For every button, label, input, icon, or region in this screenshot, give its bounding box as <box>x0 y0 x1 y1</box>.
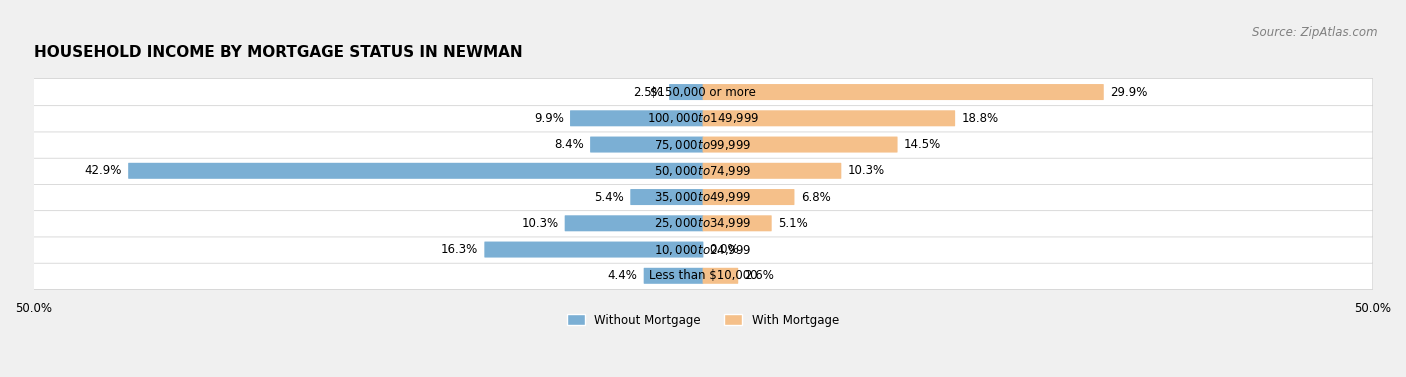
Text: HOUSEHOLD INCOME BY MORTGAGE STATUS IN NEWMAN: HOUSEHOLD INCOME BY MORTGAGE STATUS IN N… <box>34 45 522 60</box>
Text: 9.9%: 9.9% <box>534 112 564 125</box>
FancyBboxPatch shape <box>669 84 703 100</box>
Text: 16.3%: 16.3% <box>441 243 478 256</box>
FancyBboxPatch shape <box>34 183 1372 211</box>
FancyBboxPatch shape <box>34 210 1372 237</box>
Text: 8.4%: 8.4% <box>554 138 583 151</box>
Text: 0.0%: 0.0% <box>710 243 740 256</box>
Text: 2.5%: 2.5% <box>633 86 662 98</box>
Text: $50,000 to $74,999: $50,000 to $74,999 <box>654 164 752 178</box>
Text: $75,000 to $99,999: $75,000 to $99,999 <box>654 138 752 152</box>
Text: 18.8%: 18.8% <box>962 112 998 125</box>
Text: $150,000 or more: $150,000 or more <box>650 86 756 98</box>
FancyBboxPatch shape <box>644 268 703 284</box>
Text: 4.4%: 4.4% <box>607 269 637 282</box>
Text: 10.3%: 10.3% <box>522 217 558 230</box>
FancyBboxPatch shape <box>34 78 1372 106</box>
FancyBboxPatch shape <box>703 268 738 284</box>
Text: $35,000 to $49,999: $35,000 to $49,999 <box>654 190 752 204</box>
FancyBboxPatch shape <box>128 163 703 179</box>
FancyBboxPatch shape <box>703 215 772 231</box>
FancyBboxPatch shape <box>34 105 1372 132</box>
Text: 5.4%: 5.4% <box>595 190 624 204</box>
Text: 29.9%: 29.9% <box>1111 86 1147 98</box>
Text: 42.9%: 42.9% <box>84 164 122 177</box>
Legend: Without Mortgage, With Mortgage: Without Mortgage, With Mortgage <box>562 309 844 331</box>
Text: 6.8%: 6.8% <box>801 190 831 204</box>
FancyBboxPatch shape <box>34 131 1372 158</box>
Text: 2.6%: 2.6% <box>745 269 775 282</box>
FancyBboxPatch shape <box>703 110 955 126</box>
FancyBboxPatch shape <box>591 136 703 153</box>
FancyBboxPatch shape <box>565 215 703 231</box>
Text: 10.3%: 10.3% <box>848 164 884 177</box>
FancyBboxPatch shape <box>703 163 841 179</box>
Text: 5.1%: 5.1% <box>778 217 807 230</box>
Text: 14.5%: 14.5% <box>904 138 941 151</box>
FancyBboxPatch shape <box>630 189 703 205</box>
FancyBboxPatch shape <box>34 262 1372 290</box>
FancyBboxPatch shape <box>569 110 703 126</box>
Text: $100,000 to $149,999: $100,000 to $149,999 <box>647 111 759 125</box>
FancyBboxPatch shape <box>703 136 897 153</box>
FancyBboxPatch shape <box>34 236 1372 263</box>
FancyBboxPatch shape <box>484 242 703 257</box>
Text: Less than $10,000: Less than $10,000 <box>648 269 758 282</box>
Text: $25,000 to $34,999: $25,000 to $34,999 <box>654 216 752 230</box>
FancyBboxPatch shape <box>703 84 1104 100</box>
FancyBboxPatch shape <box>34 157 1372 184</box>
FancyBboxPatch shape <box>703 189 794 205</box>
Text: Source: ZipAtlas.com: Source: ZipAtlas.com <box>1253 26 1378 39</box>
Text: $10,000 to $24,999: $10,000 to $24,999 <box>654 242 752 257</box>
